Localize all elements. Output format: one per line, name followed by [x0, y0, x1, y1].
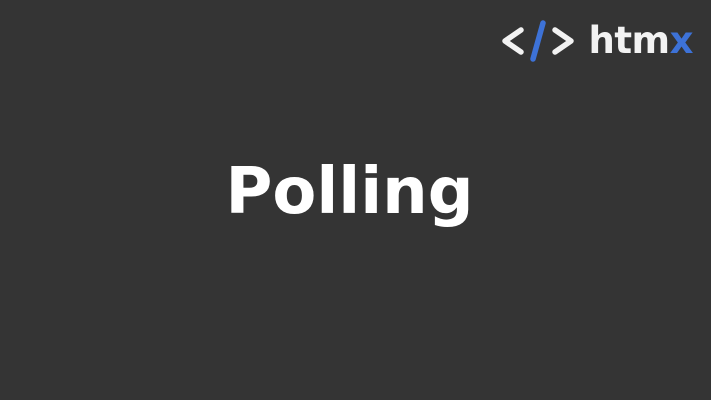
htmx-logo: htmx [501, 18, 694, 62]
code-brackets-icon [501, 20, 574, 62]
logo-wordmark-accent: x [669, 18, 694, 62]
logo-wordmark-main: htm [588, 18, 671, 62]
slide-title: Polling [225, 155, 474, 229]
logo-wordmark: htmx [588, 18, 694, 62]
